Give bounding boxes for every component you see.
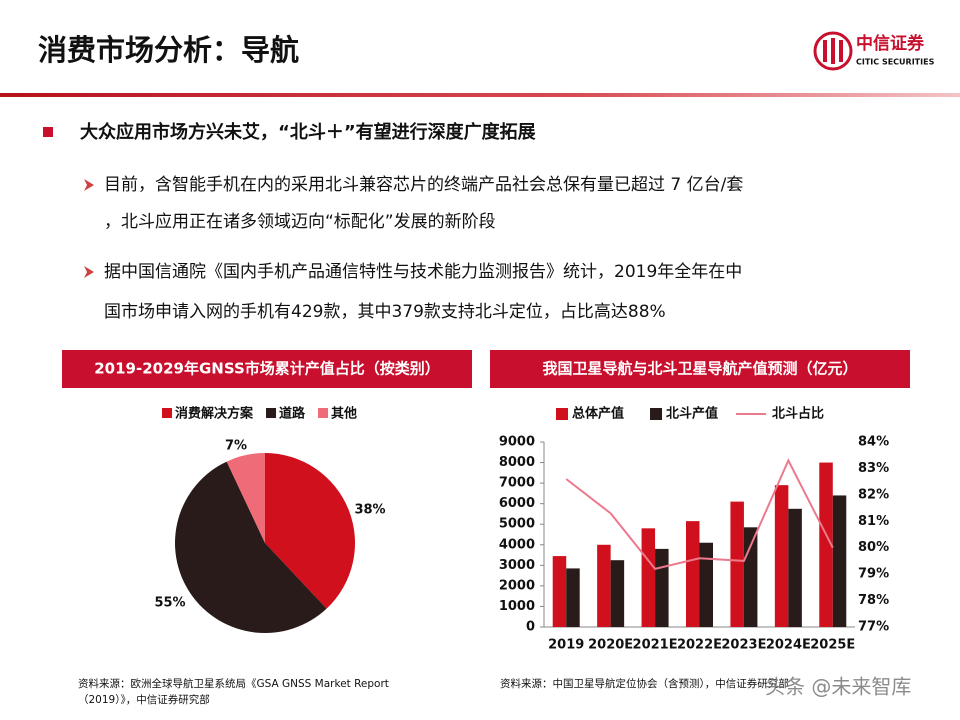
source-note: 资料来源：中国卫星导航定位协会（含预测），中信证券研究部	[500, 677, 789, 690]
data-label: 55%	[154, 596, 185, 611]
data-label: 38%	[354, 503, 385, 518]
source-note: （2019）》，中信证券研究部	[78, 693, 210, 706]
y-tick-label: 7000	[499, 476, 535, 491]
chart-title: 我国卫星导航与北斗卫星导航产值预测（亿元）	[542, 360, 857, 378]
chart-title: 2019-2029年GNSS市场累计产值占比（按类别）	[94, 360, 440, 378]
y-tick-label: 1000	[499, 599, 535, 614]
bar	[686, 521, 700, 627]
chart-banner	[62, 350, 472, 388]
y2-tick-label: 78%	[858, 593, 889, 608]
pie-slice	[226, 453, 265, 543]
bullet-title: 大众应用市场方兴未艾，“北斗＋”有望进行深度广度拓展	[80, 121, 537, 143]
logo	[813, 31, 853, 71]
bullet-text: 国市场申请入网的手机有429款，其中379款支持北斗定位，占比高达88%	[104, 302, 666, 322]
x-tick-label: 2022E	[677, 638, 722, 653]
legend-label: 道路	[279, 406, 306, 422]
bar	[730, 501, 744, 627]
bar	[832, 495, 847, 627]
slide-title: 消费市场分析：导航	[38, 33, 299, 67]
y-tick-label: 2000	[499, 578, 535, 593]
legend-swatch	[162, 408, 172, 418]
bar	[743, 527, 758, 627]
y-tick-label: 4000	[499, 537, 535, 552]
y-tick-label: 8000	[499, 455, 535, 470]
legend-label: 北斗产值	[666, 406, 718, 422]
x-tick-label: 2024E	[766, 638, 811, 653]
bar	[788, 508, 802, 627]
x-tick-label: 2025E	[810, 638, 855, 653]
bar	[699, 542, 713, 627]
y-tick-label: 0	[526, 620, 535, 635]
y-tick-label: 6000	[499, 496, 535, 511]
legend-swatch	[650, 408, 663, 420]
bar	[566, 568, 580, 627]
line-series	[565, 458, 834, 570]
arrow-bullet	[84, 179, 94, 191]
x-tick-label: 2023E	[721, 638, 766, 653]
y2-tick-label: 80%	[858, 540, 889, 555]
x-tick-label: 2019	[548, 638, 584, 653]
bullet-text: 据中国信通院《国内手机产品通信特性与技术能力监测报告》统计，2019年全年在中	[104, 262, 742, 282]
legend-swatch	[556, 408, 568, 420]
y2-tick-label: 81%	[858, 514, 889, 529]
logo-subname: CITIC SECURITIES	[856, 58, 935, 67]
y2-tick-label: 83%	[858, 461, 889, 476]
source-note: 资料来源：欧洲全球导航卫星系统局《GSA GNSS Market Report	[78, 677, 389, 690]
legend-swatch	[318, 408, 329, 418]
arrow-bullet	[84, 266, 94, 278]
legend-label: 消费解决方案	[175, 406, 254, 422]
bullet-text: 目前，含智能手机在内的采用北斗兼容芯片的终端产品社会总保有量已超过 7 亿台/套	[104, 175, 743, 195]
bar	[597, 544, 611, 627]
bullet-text: ，北斗应用正在诸多领域迈向“标配化”发展的新阶段	[104, 212, 496, 232]
bar	[641, 528, 656, 627]
header-rule	[0, 93, 960, 97]
bar	[774, 485, 789, 627]
y-tick-label: 9000	[499, 435, 535, 450]
bar	[655, 548, 669, 627]
y2-tick-label: 79%	[858, 567, 889, 582]
legend-label: 其他	[331, 406, 357, 422]
y2-tick-label: 84%	[858, 435, 889, 450]
bar	[819, 462, 833, 627]
legend-swatch	[266, 408, 277, 418]
bar	[552, 556, 567, 627]
pie-slice	[265, 453, 356, 609]
pie-slice	[175, 461, 327, 634]
x-tick-label: 2021E	[633, 638, 678, 653]
watermark: 头条 @未来智库	[765, 675, 911, 699]
y2-tick-label: 82%	[858, 487, 889, 502]
chart-banner	[490, 350, 910, 388]
x-tick-label: 2020E	[588, 638, 633, 653]
bullet-square	[43, 127, 53, 137]
legend-label: 北斗占比	[772, 406, 824, 422]
y-tick-label: 5000	[499, 517, 535, 532]
y2-tick-label: 77%	[858, 620, 889, 635]
y-tick-label: 3000	[499, 558, 535, 573]
logo-name: 中信证券	[856, 33, 925, 54]
bar	[610, 560, 625, 627]
data-label: 7%	[225, 439, 247, 454]
legend-label: 总体产值	[572, 406, 624, 422]
